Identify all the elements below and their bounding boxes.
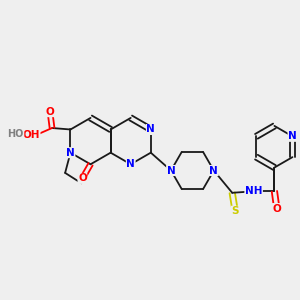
Text: O: O (78, 173, 87, 183)
Text: N: N (209, 166, 218, 176)
Text: N: N (66, 148, 75, 158)
Text: N: N (167, 166, 176, 176)
Text: S: S (231, 206, 239, 216)
Text: O: O (272, 204, 281, 214)
Text: O: O (46, 107, 54, 117)
Text: N: N (288, 131, 297, 141)
Text: N: N (126, 159, 135, 169)
Text: HO: HO (8, 129, 24, 139)
Text: N: N (146, 124, 155, 134)
Text: OH: OH (22, 130, 40, 140)
Text: NH: NH (245, 186, 262, 196)
